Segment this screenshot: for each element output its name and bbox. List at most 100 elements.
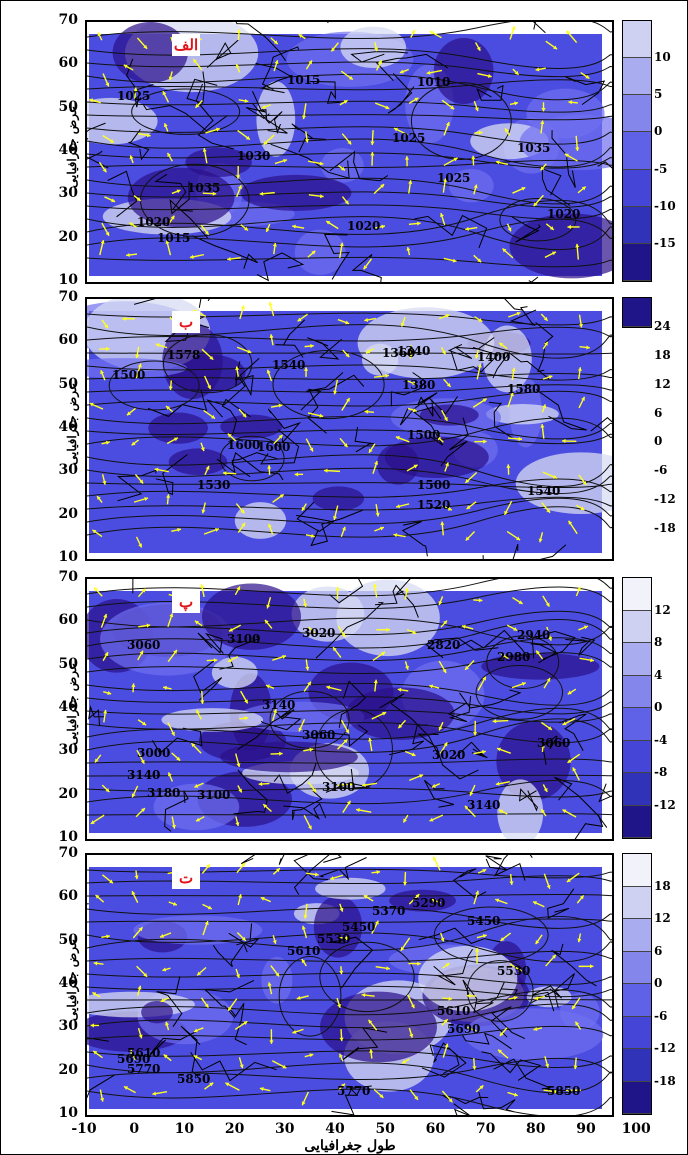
contour-line <box>87 177 612 205</box>
contour-line <box>87 497 612 525</box>
wind-arrow <box>408 961 421 966</box>
border-line <box>228 923 260 948</box>
wind-arrow <box>567 688 577 695</box>
colorbar-swatch <box>623 298 651 327</box>
wind-arrow <box>103 709 108 723</box>
contour-line <box>87 619 612 649</box>
contour-line <box>87 417 612 447</box>
wind-arrow <box>99 239 105 256</box>
colorbar-label: -18 <box>654 521 676 536</box>
wind-arrow <box>194 620 203 627</box>
border-line <box>116 469 157 502</box>
wind-arrow <box>200 997 209 1009</box>
border-line <box>270 143 350 179</box>
wind-arrow <box>444 462 449 472</box>
x-tick-label: 40 <box>325 1121 345 1137</box>
wind-arrow <box>202 191 217 196</box>
wind-arrow <box>227 256 241 262</box>
contour-label: 5610 <box>127 1046 160 1060</box>
wind-arrow <box>502 248 514 259</box>
wind-arrow <box>264 619 273 629</box>
wind-arrow <box>508 311 521 318</box>
contour-label: 3140 <box>262 698 295 712</box>
wind-arrow <box>234 1020 248 1030</box>
contour-label: 1540 <box>272 358 305 372</box>
border-line <box>293 855 342 895</box>
border-line <box>192 235 259 269</box>
contour-line <box>87 932 612 963</box>
wind-arrow <box>429 684 440 689</box>
contour-line <box>87 813 612 816</box>
wind-arrow <box>303 747 314 752</box>
border-line <box>142 104 228 132</box>
wind-arrow <box>171 527 182 533</box>
wind-arrow <box>339 966 344 975</box>
wind-arrow <box>298 33 306 40</box>
wind-arrow <box>134 473 144 484</box>
wind-arrow <box>336 997 342 1009</box>
wind-arrow <box>571 997 581 1010</box>
contour-line <box>87 696 612 715</box>
wind-arrow <box>155 343 168 349</box>
border-line <box>291 123 327 153</box>
wind-arrow <box>204 1082 214 1090</box>
wind-arrow <box>438 721 444 731</box>
wind-arrow <box>473 749 486 755</box>
contour-label: 3060 <box>302 728 335 742</box>
border-line <box>87 1074 116 1099</box>
y-tick-label: 70 <box>58 289 78 305</box>
contour-line <box>87 467 612 495</box>
wind-arrow <box>473 890 480 905</box>
colorbar-swatch <box>623 58 651 96</box>
border-line <box>292 790 323 820</box>
colorbar-swatch <box>623 773 651 806</box>
wind-arrow <box>339 903 344 912</box>
wind-arrow <box>270 403 283 408</box>
wind-arrow <box>89 402 104 410</box>
wind-arrow <box>236 862 246 874</box>
contour-label: 3100 <box>227 632 260 646</box>
wind-arrow <box>503 500 513 516</box>
wind-arrow <box>475 1084 484 1093</box>
contour-line <box>87 114 612 121</box>
y-tick-label: 70 <box>58 12 78 28</box>
border-line <box>219 635 260 670</box>
wind-arrow <box>240 690 249 704</box>
y-tick-label: 20 <box>58 1061 78 1078</box>
wind-arrow <box>477 676 487 691</box>
contour-line <box>87 22 612 39</box>
border-line <box>481 1051 542 1081</box>
wind-arrow <box>308 194 324 199</box>
wind-arrow <box>469 784 476 796</box>
wind-arrow <box>565 1088 581 1093</box>
border-line <box>504 299 524 311</box>
wind-arrow <box>473 184 478 195</box>
wind-arrow <box>130 1049 136 1061</box>
wind-arrow <box>163 685 172 690</box>
wind-arrow <box>375 59 383 71</box>
wind-arrow <box>372 460 379 474</box>
wind-arrow <box>429 30 442 39</box>
wind-arrow <box>542 784 548 793</box>
border-line <box>551 130 576 188</box>
contour-label: 1030 <box>237 149 270 163</box>
wind-arrow <box>131 890 139 903</box>
wind-arrow <box>540 808 547 817</box>
contour-line <box>87 1062 612 1094</box>
wind-arrow <box>404 156 410 167</box>
border-line <box>169 181 209 239</box>
wind-arrow <box>509 873 514 885</box>
y-tick-label: 70 <box>58 845 78 861</box>
wind-arrow <box>577 186 587 194</box>
wind-arrow <box>103 690 112 695</box>
map-area: 1025 1020 1015 1030 1035 1020 1015 1010 1025 1025… <box>85 20 614 284</box>
wind-arrow <box>436 436 444 443</box>
wind-arrow <box>102 73 110 87</box>
wind-arrow <box>133 496 149 503</box>
wind-arrow <box>236 931 247 942</box>
wind-arrow <box>373 679 378 692</box>
wind-arrow <box>227 655 239 663</box>
wind-arrow <box>432 856 441 871</box>
contour-line <box>87 73 612 101</box>
border-line <box>447 695 472 723</box>
